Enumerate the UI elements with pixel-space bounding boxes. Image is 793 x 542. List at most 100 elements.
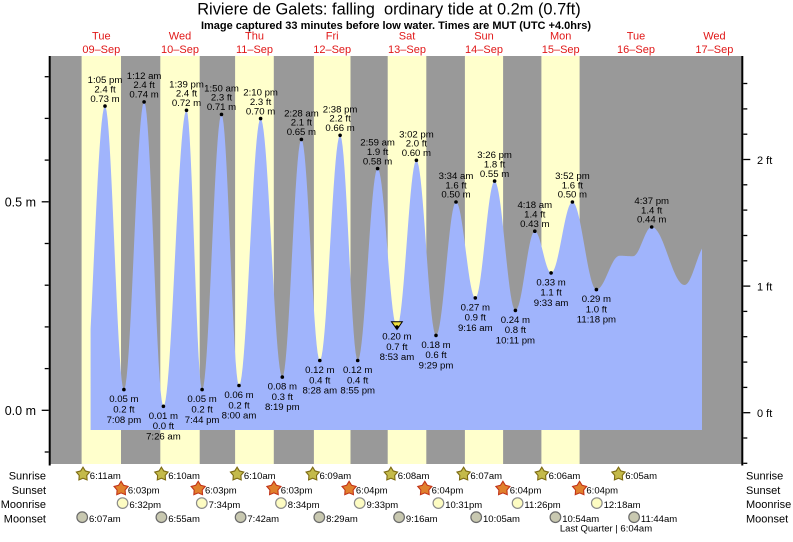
svg-text:8:00 am: 8:00 am: [222, 411, 257, 422]
svg-text:Sat: Sat: [399, 31, 416, 43]
svg-text:2.4 ft: 2.4 ft: [94, 84, 116, 95]
svg-text:0.3 ft: 0.3 ft: [272, 392, 294, 403]
svg-text:0 ft: 0 ft: [757, 408, 772, 420]
svg-text:0.12 m: 0.12 m: [343, 365, 372, 376]
svg-text:0.05 m: 0.05 m: [109, 394, 138, 405]
svg-text:0.50 m: 0.50 m: [441, 190, 470, 201]
svg-text:6:04pm: 6:04pm: [356, 486, 388, 497]
svg-text:0.9 ft: 0.9 ft: [465, 313, 487, 324]
svg-text:3:26 pm: 3:26 pm: [477, 150, 512, 161]
svg-text:8:53 am: 8:53 am: [380, 352, 415, 363]
svg-text:0.20 m: 0.20 m: [382, 332, 411, 343]
svg-text:1 ft: 1 ft: [757, 282, 772, 294]
svg-text:14–Sep: 14–Sep: [465, 44, 503, 56]
svg-text:0.58 m: 0.58 m: [363, 156, 392, 167]
svg-text:Last Quarter | 6:04am: Last Quarter | 6:04am: [560, 524, 652, 535]
svg-text:2.3 ft: 2.3 ft: [250, 97, 272, 108]
svg-text:Moonset: Moonset: [746, 513, 788, 525]
svg-text:9:16am: 9:16am: [406, 514, 438, 525]
svg-text:1.8 ft: 1.8 ft: [484, 159, 506, 170]
svg-text:Wed: Wed: [169, 31, 191, 43]
svg-text:6:10am: 6:10am: [168, 471, 200, 482]
svg-text:6:11am: 6:11am: [90, 471, 121, 482]
svg-text:2 ft: 2 ft: [757, 155, 772, 167]
svg-text:3:52 pm: 3:52 pm: [555, 171, 590, 182]
svg-text:1.0 ft: 1.0 ft: [586, 304, 608, 315]
svg-text:09–Sep: 09–Sep: [82, 44, 120, 56]
svg-text:7:44 pm: 7:44 pm: [185, 415, 220, 426]
svg-text:9:16 am: 9:16 am: [458, 323, 493, 334]
svg-text:2.0 ft: 2.0 ft: [406, 139, 428, 150]
svg-text:0.73 m: 0.73 m: [90, 94, 119, 105]
svg-text:Fri: Fri: [326, 31, 339, 43]
svg-text:1:05 pm: 1:05 pm: [88, 75, 123, 86]
svg-text:6:07am: 6:07am: [470, 471, 502, 482]
svg-text:0.65 m: 0.65 m: [287, 127, 316, 138]
svg-text:10:05am: 10:05am: [483, 514, 520, 525]
svg-text:9:33pm: 9:33pm: [367, 500, 399, 511]
svg-text:7:26 am: 7:26 am: [146, 431, 181, 442]
svg-text:0.44 m: 0.44 m: [637, 215, 666, 226]
svg-text:11:26pm: 11:26pm: [524, 500, 560, 511]
svg-text:11:44am: 11:44am: [641, 514, 677, 525]
svg-text:0.2 ft: 0.2 ft: [191, 404, 213, 415]
svg-text:0.0 m: 0.0 m: [5, 404, 36, 418]
svg-text:1.4 ft: 1.4 ft: [641, 205, 663, 216]
svg-text:0.05 m: 0.05 m: [187, 394, 216, 405]
svg-text:12–Sep: 12–Sep: [313, 44, 351, 56]
svg-text:Thu: Thu: [245, 31, 264, 43]
svg-text:Moonrise: Moonrise: [746, 499, 791, 511]
svg-text:0.4 ft: 0.4 ft: [309, 375, 331, 386]
svg-text:2.2 ft: 2.2 ft: [329, 114, 351, 125]
svg-text:6:03pm: 6:03pm: [205, 486, 237, 497]
svg-text:10:11 pm: 10:11 pm: [496, 336, 535, 347]
svg-text:0.8 ft: 0.8 ft: [505, 325, 527, 336]
svg-text:2:10 pm: 2:10 pm: [243, 88, 278, 99]
svg-text:6:04pm: 6:04pm: [432, 486, 464, 497]
svg-text:15–Sep: 15–Sep: [542, 44, 580, 56]
svg-text:3:02 pm: 3:02 pm: [399, 129, 434, 140]
svg-text:7:08 pm: 7:08 pm: [107, 415, 142, 426]
svg-text:16–Sep: 16–Sep: [617, 44, 655, 56]
svg-text:Mon: Mon: [550, 31, 571, 43]
svg-text:0.5 m: 0.5 m: [5, 196, 36, 210]
svg-text:6:10am: 6:10am: [244, 471, 276, 482]
svg-text:11:18 pm: 11:18 pm: [577, 315, 616, 326]
svg-text:0.43 m: 0.43 m: [520, 219, 549, 230]
svg-text:Moonset: Moonset: [4, 513, 46, 525]
svg-text:2.4 ft: 2.4 ft: [176, 89, 198, 100]
svg-text:0.24 m: 0.24 m: [501, 315, 530, 326]
svg-text:10:54am: 10:54am: [562, 514, 599, 525]
svg-text:0.70 m: 0.70 m: [246, 106, 275, 117]
svg-text:0.12 m: 0.12 m: [305, 365, 334, 376]
svg-text:0.27 m: 0.27 m: [461, 302, 490, 313]
svg-text:0.33 m: 0.33 m: [536, 277, 565, 288]
svg-text:10:31pm: 10:31pm: [445, 500, 482, 511]
svg-text:2:38 pm: 2:38 pm: [323, 104, 358, 115]
svg-text:Image captured 33 minutes befo: Image captured 33 minutes before low wat…: [201, 20, 591, 32]
svg-text:11–Sep: 11–Sep: [236, 44, 273, 56]
svg-text:0.66 m: 0.66 m: [325, 123, 354, 134]
svg-text:6:09am: 6:09am: [320, 471, 352, 482]
svg-text:Sunset: Sunset: [746, 485, 780, 497]
svg-text:0.6 ft: 0.6 ft: [425, 350, 447, 361]
svg-text:1.1 ft: 1.1 ft: [540, 288, 562, 299]
svg-text:Sun: Sun: [474, 31, 494, 43]
svg-text:13–Sep: 13–Sep: [388, 44, 426, 56]
svg-text:0.2 ft: 0.2 ft: [113, 404, 135, 415]
svg-text:8:28 am: 8:28 am: [302, 386, 337, 397]
svg-text:0.08 m: 0.08 m: [268, 382, 297, 393]
svg-text:0.01 m: 0.01 m: [149, 411, 178, 422]
svg-text:6:32pm: 6:32pm: [129, 500, 161, 511]
svg-text:Tue: Tue: [627, 31, 646, 43]
svg-text:4:37 pm: 4:37 pm: [634, 196, 669, 207]
svg-text:0.60 m: 0.60 m: [402, 148, 431, 159]
svg-text:0.72 m: 0.72 m: [172, 98, 201, 109]
svg-text:7:42am: 7:42am: [247, 514, 279, 525]
svg-text:0.29 m: 0.29 m: [582, 294, 611, 305]
svg-text:6:08am: 6:08am: [398, 471, 430, 482]
svg-text:6:55am: 6:55am: [168, 514, 200, 525]
svg-text:12:18am: 12:18am: [604, 500, 641, 511]
svg-text:0.18 m: 0.18 m: [421, 340, 450, 351]
svg-text:3:34 am: 3:34 am: [439, 171, 474, 182]
